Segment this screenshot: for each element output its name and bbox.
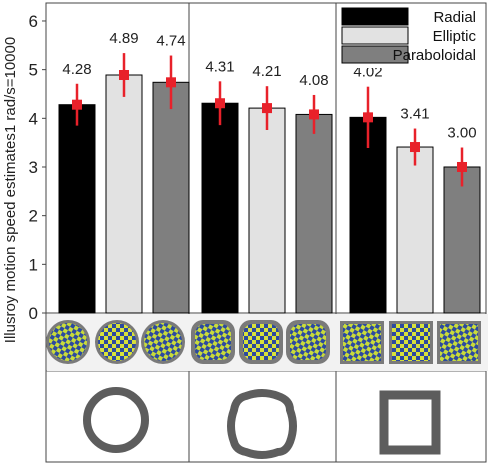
circle-outline-icon [83, 387, 149, 453]
stimulus-square-3 [437, 321, 481, 364]
bar-radial-group-3 [349, 116, 387, 314]
stimulus-rounded-1 [191, 320, 235, 364]
stimulus-rounded-3 [286, 320, 330, 364]
bar-radial-group-1 [58, 104, 96, 314]
y-tick-label: 6 [29, 12, 38, 31]
mean-marker [410, 142, 420, 153]
bar-paraboloidal-group-1 [152, 81, 190, 314]
y-tick-label: 3 [29, 158, 38, 177]
legend-item-elliptic: Elliptic [341, 26, 477, 45]
panel-frame-3 [335, 2, 487, 463]
legend-item-radial: Radial [341, 7, 476, 26]
data-label: 4.28 [62, 61, 91, 78]
square-outline-icon [379, 390, 441, 455]
y-tick-label: 4 [29, 109, 38, 128]
data-label: 4.21 [252, 63, 281, 80]
stimulus-circle-2 [95, 320, 139, 364]
bar-elliptic-group-2 [248, 107, 286, 314]
rounded-square-outline-icon [227, 389, 297, 459]
bar-paraboloidal-group-3 [443, 166, 481, 314]
bar-elliptic-group-3 [396, 146, 434, 314]
stimulus-circle-3 [141, 320, 185, 364]
stimulus-circle-1 [46, 320, 90, 364]
bar-paraboloidal-group-2 [295, 113, 333, 314]
mean-marker [309, 109, 319, 120]
y-axis-ticks: 0 1 2 3 4 5 6 [29, 12, 46, 323]
svg-text:Paraboloidal: Paraboloidal [393, 47, 476, 64]
error-bars [72, 53, 467, 187]
mean-marker [215, 98, 225, 109]
bar-radial-group-2 [201, 102, 239, 314]
bars [58, 74, 481, 314]
shape-outline-row [83, 387, 441, 459]
svg-text:Radial: Radial [433, 9, 476, 26]
stimulus-square-1 [340, 321, 384, 364]
svg-text:Elliptic: Elliptic [433, 28, 477, 45]
y-tick-label: 0 [29, 304, 38, 323]
data-label: 3.00 [447, 125, 476, 142]
y-tick-label: 2 [29, 207, 38, 226]
legend-item-paraboloidal: Paraboloidal [341, 45, 476, 64]
mean-marker [72, 99, 82, 110]
legend: Radial Elliptic Paraboloidal [338, 4, 485, 68]
data-label: 4.08 [299, 72, 328, 89]
mean-marker [166, 77, 176, 88]
y-tick-label: 5 [29, 61, 38, 80]
data-label: 4.74 [156, 33, 185, 50]
bar-elliptic-group-1 [105, 74, 143, 314]
data-label: 4.89 [109, 30, 138, 47]
mean-marker [363, 112, 373, 123]
mean-marker [119, 70, 129, 81]
stimulus-row [46, 314, 488, 371]
y-tick-label: 1 [29, 255, 38, 274]
mean-marker [262, 103, 272, 114]
mean-marker [457, 161, 467, 172]
data-label: 3.41 [400, 106, 429, 123]
stimulus-square-2 [389, 321, 433, 364]
stimulus-rounded-2 [239, 320, 283, 364]
data-label: 4.31 [205, 58, 234, 75]
y-axis-label: Illusroy motion speed estimates1 rad/s=1… [2, 37, 19, 343]
